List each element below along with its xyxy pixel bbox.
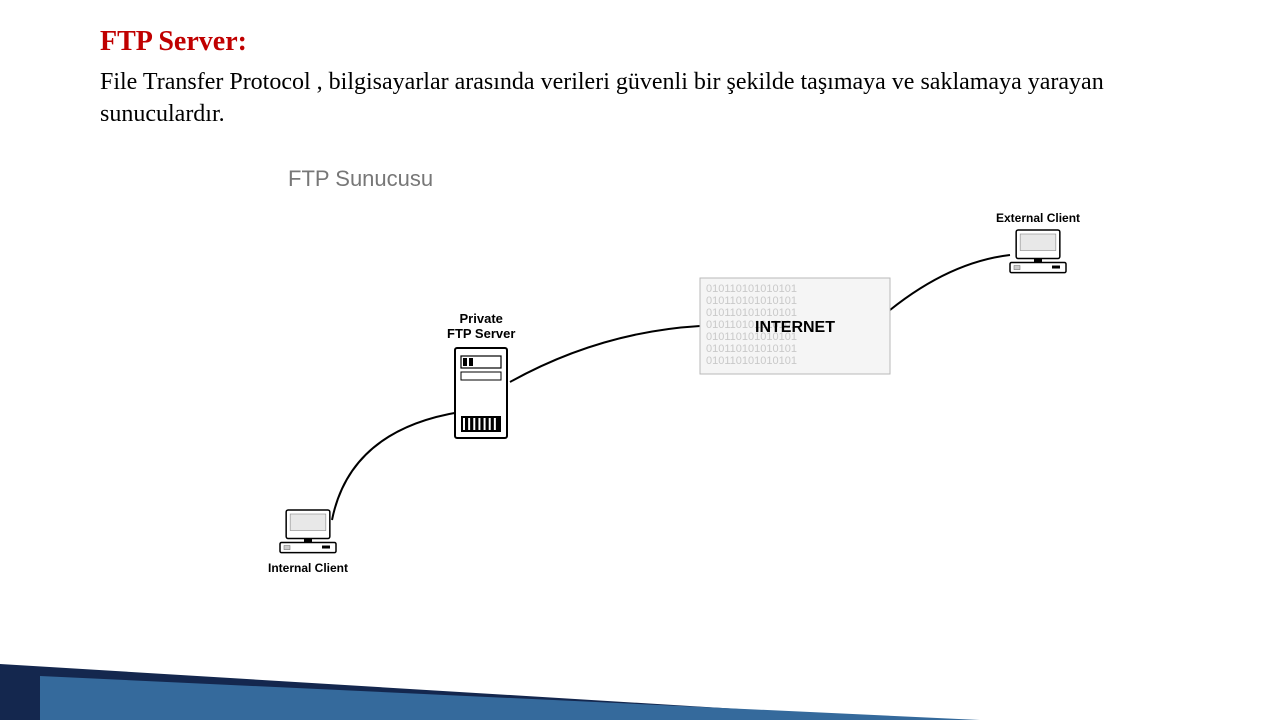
page-heading: FTP Server:	[100, 26, 247, 58]
footer-accent-triangle-front	[40, 676, 980, 720]
ftp-server-label: Private FTP Server	[447, 312, 515, 342]
svg-text:010110101010101: 010110101010101	[706, 355, 797, 367]
svg-text:INTERNET: INTERNET	[755, 319, 835, 336]
diagram-title: FTP Sunucusu	[288, 166, 433, 192]
description-text: File Transfer Protocol , bilgisayarlar a…	[100, 66, 1170, 131]
internal-client-label: Internal Client	[268, 562, 348, 576]
svg-text:010110101010101: 010110101010101	[706, 283, 797, 295]
svg-text:010110101010101: 010110101010101	[706, 331, 797, 343]
svg-text:010110101010101: 010110101010101	[706, 307, 797, 319]
svg-text:010110101010101: 010110101010101	[706, 295, 797, 307]
svg-text:010110101010101: 010110101010101	[706, 343, 797, 355]
external-client-label: External Client	[996, 212, 1080, 226]
svg-text:010110101010101: 010110101010101	[706, 319, 797, 331]
